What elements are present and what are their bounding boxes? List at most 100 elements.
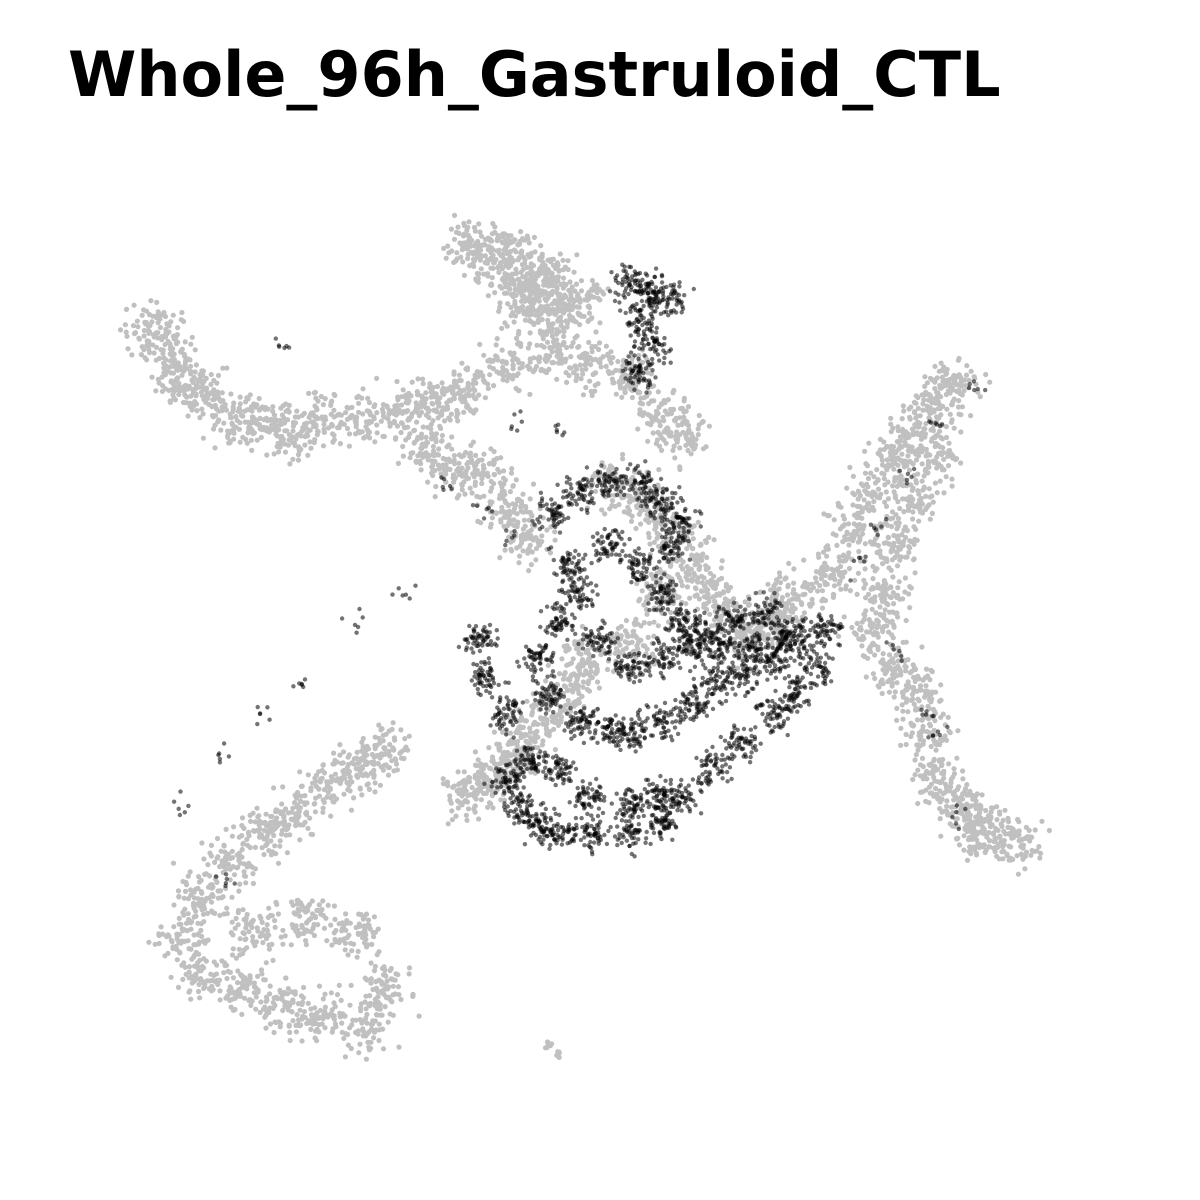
background-point-upper-left-arm-14	[551, 329, 624, 399]
highlight-points-layer	[171, 262, 988, 889]
background-point-top-islet-8	[553, 269, 611, 333]
highlight-point-scattered-0	[439, 475, 454, 492]
background-point-lower-left-lobe-5	[199, 824, 267, 894]
highlight-point-scattered-10	[848, 554, 868, 583]
highlight-point-scattered-2	[503, 528, 517, 548]
highlight-point-central-mass-6	[647, 527, 692, 570]
highlight-point-central-mass-28	[642, 636, 683, 681]
highlight-point-scattered-6	[255, 704, 272, 727]
highlight-point-central-mass-52	[487, 690, 525, 740]
highlight-point-central-mass-51	[640, 773, 682, 813]
highlight-point-central-mass-7	[617, 546, 662, 585]
chart-title: Whole_96h_Gastruloid_CTL	[68, 38, 1001, 111]
background-point-lower-left-lobe-4	[239, 805, 290, 866]
highlight-point-scattered-20	[509, 409, 524, 433]
highlight-point-scattered-13	[927, 419, 945, 429]
background-point-lower-left-lobe-13	[362, 960, 422, 1019]
highlight-point-central-mass-24	[538, 600, 578, 642]
background-point-upper-left-arm-5	[230, 392, 292, 450]
highlight-point-scattered-16	[919, 707, 936, 719]
background-point-right-arm-3	[844, 463, 902, 530]
background-point-lower-left-lobe-8	[168, 939, 236, 1002]
background-point-right-arm-9	[884, 466, 955, 533]
highlight-point-central-mass-54	[456, 622, 500, 655]
highlight-point-scattered-4	[339, 606, 365, 635]
highlight-point-central-mass-47	[507, 745, 549, 779]
background-point-upper-left-arm-10	[408, 376, 466, 436]
highlight-point-central-mass-30	[696, 633, 742, 666]
highlight-point-central-mass-56	[589, 526, 632, 566]
highlight-point-central-mass-43	[537, 811, 579, 851]
highlight-point-scattered-9	[213, 872, 237, 889]
highlight-point-central-mass-21	[562, 706, 600, 746]
highlight-point-central-mass-45	[502, 785, 539, 826]
background-point-upper-left-arm-9	[374, 375, 440, 443]
background-point-lower-left-lobe-14	[324, 911, 382, 970]
highlight-point-central-mass-35	[772, 671, 814, 714]
background-point-right-arm-2	[821, 500, 883, 564]
background-point-lower-left-lobe-1	[328, 735, 395, 801]
background-point-lower-left-lobe-15	[269, 897, 339, 948]
highlight-point-central-mass-50	[609, 786, 650, 820]
highlight-point-top-islet-cap-4	[631, 325, 674, 367]
highlight-point-central-mass-38	[694, 744, 734, 787]
background-point-right-arm-14	[886, 663, 944, 723]
highlight-point-scattered-14	[966, 379, 988, 393]
highlight-point-scattered-12	[897, 466, 917, 486]
background-point-right-arm-12	[836, 591, 901, 661]
highlight-point-central-mass-22	[530, 674, 573, 716]
highlight-point-scattered-19	[273, 336, 292, 351]
highlight-point-central-mass-3	[621, 459, 665, 504]
background-point-lower-left-lobe-11	[293, 982, 354, 1044]
highlight-point-scattered-11	[868, 516, 889, 537]
highlight-point-central-mass-55	[546, 545, 588, 588]
highlight-point-central-mass-53	[469, 656, 511, 700]
highlight-point-central-mass-25	[557, 573, 600, 617]
background-point-upper-left-arm-12	[477, 331, 548, 397]
highlight-point-central-mass-40	[646, 804, 680, 842]
highlight-point-central-mass-34	[792, 643, 835, 689]
highlight-point-central-mass-20	[587, 713, 627, 748]
highlight-point-scattered-7	[216, 741, 232, 765]
highlight-point-scattered-15	[884, 640, 904, 663]
background-point-lower-left-lobe-3	[271, 783, 326, 843]
background-point-upper-left-arm-7	[292, 389, 352, 451]
highlight-point-central-mass-41	[606, 813, 654, 859]
background-point-right-arm-20	[938, 805, 1013, 863]
highlight-point-scattered-21	[553, 422, 567, 438]
highlight-point-central-mass-48	[541, 753, 579, 788]
highlight-point-central-mass-11	[710, 600, 752, 645]
background-point-upper-left-arm-22	[393, 413, 455, 476]
highlight-point-central-mass-37	[718, 723, 763, 765]
background-point-right-arm-1	[801, 544, 867, 604]
highlight-point-top-islet-cap-2	[647, 280, 696, 318]
highlight-point-scattered-1	[470, 503, 495, 521]
highlight-point-central-mass-33	[805, 612, 845, 649]
background-point-upper-left-arm-16	[629, 383, 694, 442]
background-point-center-body-16	[440, 769, 508, 827]
background-point-lower-left-lobe-12	[337, 993, 402, 1062]
background-point-right-arm-7	[922, 355, 993, 419]
background-point-upper-left-arm-0	[117, 298, 187, 358]
background-point-right-arm-19	[991, 816, 1052, 877]
highlight-point-scattered-3	[390, 583, 418, 601]
background-point-upper-left-arm-8	[337, 386, 399, 449]
highlight-point-top-islet-cap-0	[607, 262, 651, 304]
highlight-point-central-mass-19	[613, 707, 647, 754]
highlight-point-scattered-8	[171, 789, 191, 818]
background-point-right-arm-8	[901, 428, 964, 482]
highlight-point-central-mass-49	[567, 776, 607, 818]
background-point-bottom-islet-1	[554, 1049, 562, 1060]
highlight-point-central-mass-46	[482, 762, 527, 797]
highlight-point-central-mass-23	[515, 643, 556, 679]
background-point-lower-left-lobe-6	[170, 860, 235, 919]
highlight-point-central-mass-17	[668, 684, 716, 725]
highlight-point-scattered-17	[926, 724, 950, 740]
background-point-upper-left-arm-17	[645, 404, 713, 473]
highlight-point-central-mass-31	[735, 625, 770, 671]
highlight-point-scattered-18	[950, 803, 968, 832]
background-point-lower-left-lobe-10	[255, 975, 307, 1044]
highlight-point-central-mass-29	[666, 629, 715, 674]
highlight-point-central-mass-32	[777, 619, 814, 664]
